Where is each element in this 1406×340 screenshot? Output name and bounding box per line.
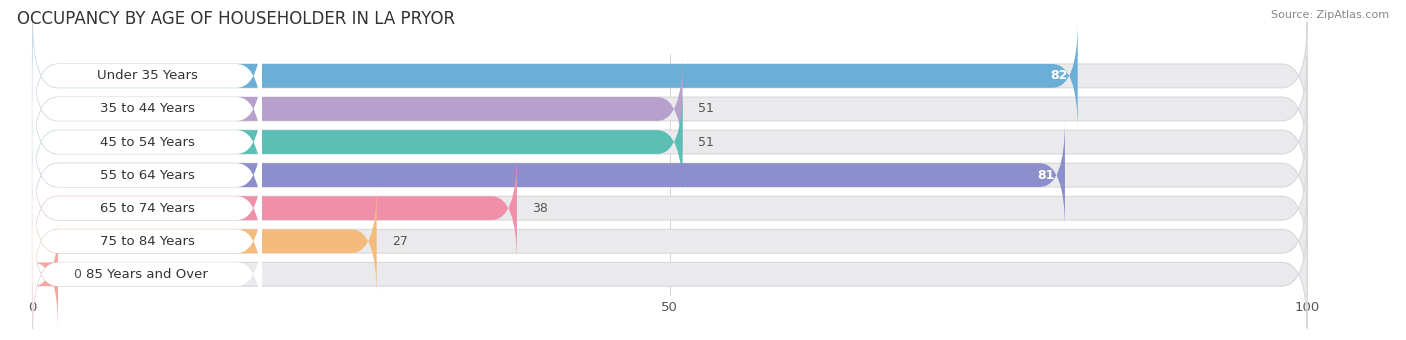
- FancyBboxPatch shape: [32, 187, 262, 295]
- FancyBboxPatch shape: [32, 220, 262, 328]
- Text: 82: 82: [1050, 69, 1067, 82]
- FancyBboxPatch shape: [32, 88, 1308, 196]
- Text: 27: 27: [392, 235, 408, 248]
- FancyBboxPatch shape: [32, 88, 682, 196]
- FancyBboxPatch shape: [32, 121, 262, 230]
- Text: 65 to 74 Years: 65 to 74 Years: [100, 202, 194, 215]
- FancyBboxPatch shape: [32, 121, 1064, 230]
- Text: OCCUPANCY BY AGE OF HOUSEHOLDER IN LA PRYOR: OCCUPANCY BY AGE OF HOUSEHOLDER IN LA PR…: [17, 10, 456, 28]
- FancyBboxPatch shape: [32, 55, 682, 163]
- FancyBboxPatch shape: [32, 22, 1308, 130]
- Text: 75 to 84 Years: 75 to 84 Years: [100, 235, 194, 248]
- FancyBboxPatch shape: [32, 55, 1308, 163]
- Text: 35 to 44 Years: 35 to 44 Years: [100, 102, 194, 116]
- FancyBboxPatch shape: [32, 220, 1308, 328]
- FancyBboxPatch shape: [32, 22, 1077, 130]
- Text: 85 Years and Over: 85 Years and Over: [86, 268, 208, 281]
- FancyBboxPatch shape: [32, 154, 262, 262]
- Text: Source: ZipAtlas.com: Source: ZipAtlas.com: [1271, 10, 1389, 20]
- FancyBboxPatch shape: [32, 187, 1308, 295]
- Text: 51: 51: [697, 102, 714, 116]
- FancyBboxPatch shape: [32, 55, 262, 163]
- Text: 81: 81: [1038, 169, 1054, 182]
- Text: 51: 51: [697, 136, 714, 149]
- FancyBboxPatch shape: [32, 154, 1308, 262]
- Text: 38: 38: [531, 202, 548, 215]
- Text: 55 to 64 Years: 55 to 64 Years: [100, 169, 194, 182]
- Text: 45 to 54 Years: 45 to 54 Years: [100, 136, 194, 149]
- Text: Under 35 Years: Under 35 Years: [97, 69, 198, 82]
- FancyBboxPatch shape: [32, 88, 262, 196]
- FancyBboxPatch shape: [32, 154, 517, 262]
- FancyBboxPatch shape: [32, 220, 58, 328]
- Text: 0: 0: [73, 268, 82, 281]
- FancyBboxPatch shape: [32, 121, 1308, 230]
- FancyBboxPatch shape: [32, 187, 377, 295]
- FancyBboxPatch shape: [32, 22, 262, 130]
